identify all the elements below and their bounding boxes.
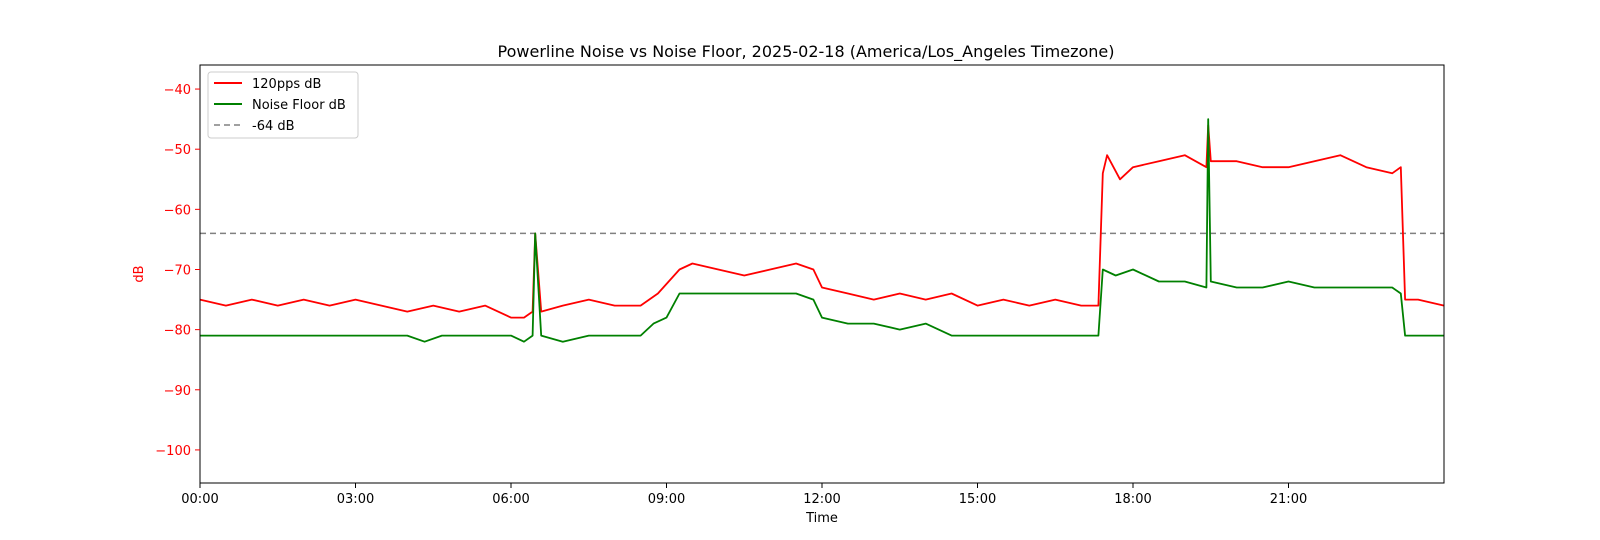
y-tick-label-4: −80 bbox=[164, 324, 191, 339]
x-tick-label-1: 03:00 bbox=[337, 492, 374, 507]
plot-area bbox=[199, 118, 1445, 343]
legend: 120pps dB Noise Floor dB -64 dB bbox=[207, 71, 359, 139]
y-tick-label-2: −60 bbox=[164, 203, 191, 218]
x-axis-label: Time bbox=[805, 511, 838, 526]
legend-box bbox=[207, 71, 359, 139]
y-tick-label-3: −70 bbox=[164, 263, 191, 278]
x-tick-label-0: 00:00 bbox=[181, 492, 218, 507]
plot-frame bbox=[199, 64, 1445, 484]
series-line-1 bbox=[200, 118, 1444, 343]
y-tick-label-5: −90 bbox=[164, 384, 191, 399]
y-tick-label-6: −100 bbox=[155, 444, 191, 459]
x-tick-label-2: 06:00 bbox=[492, 492, 529, 507]
x-tick-label-5: 15:00 bbox=[959, 492, 996, 507]
x-tick-label-3: 09:00 bbox=[648, 492, 685, 507]
legend-label-reference: -64 dB bbox=[252, 119, 295, 134]
chart-title: Powerline Noise vs Noise Floor, 2025-02-… bbox=[498, 42, 1115, 62]
legend-label-noise-floor: Noise Floor dB bbox=[252, 98, 346, 113]
series-line-0 bbox=[199, 124, 1445, 319]
y-tick-label-1: −50 bbox=[164, 143, 191, 158]
legend-label-120pps: 120pps dB bbox=[252, 77, 321, 92]
x-tick-label-4: 12:00 bbox=[803, 492, 840, 507]
x-tick-label-7: 21:00 bbox=[1270, 492, 1307, 507]
x-axis: 00:00 03:00 06:00 09:00 12:00 15:00 18:00 21:00 bbox=[181, 483, 1307, 507]
x-tick-label-6: 18:00 bbox=[1114, 492, 1151, 507]
y-axis-label: dB bbox=[132, 265, 147, 282]
y-tick-label-0: −40 bbox=[164, 83, 191, 98]
y-axis: −40 −50 −60 −70 −80 −90 −100 bbox=[155, 83, 200, 459]
